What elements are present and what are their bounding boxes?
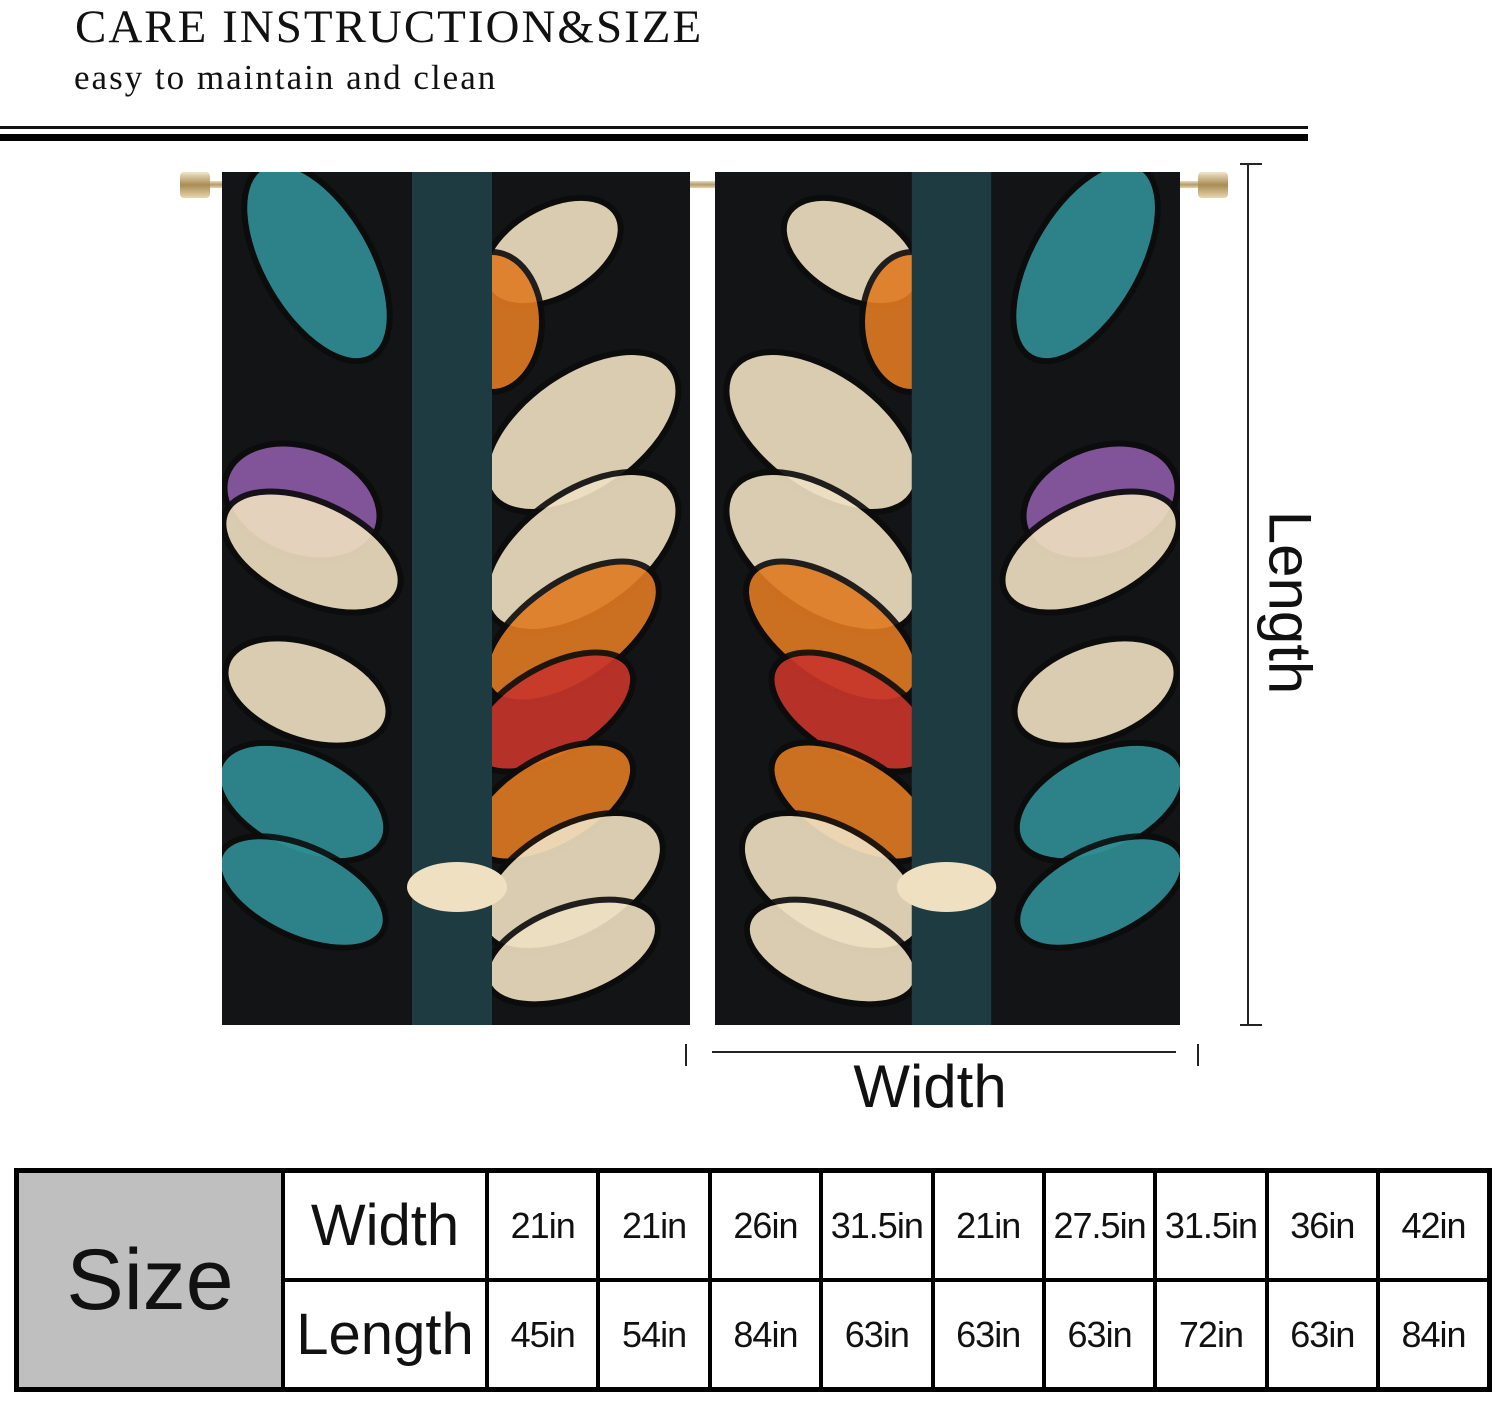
rod-finial-right xyxy=(1198,172,1228,198)
width-tick-right xyxy=(1197,1044,1199,1066)
length-cell: 45in xyxy=(484,1278,601,1392)
curtain-panel-left xyxy=(222,172,690,1025)
curtain-rod xyxy=(182,181,1228,188)
width-dimension-line xyxy=(712,1051,1176,1053)
stained-glass-leaf xyxy=(222,833,389,951)
width-tick-left xyxy=(685,1044,687,1066)
width-label: Width xyxy=(853,1053,1007,1120)
table-row-width: Size Width 21in 21in 26in 31.5in 21in 27… xyxy=(14,1168,1492,1392)
page-title: CARE INSTRUCTION&SIZE xyxy=(75,1,704,53)
rod-finial-left xyxy=(180,172,210,198)
size-table: Size Width 21in 21in 26in 31.5in 21in 27… xyxy=(14,1168,1492,1392)
table-row-length: Length 45in 54in 84in 63in 63in 63in 72i… xyxy=(17,1278,1492,1392)
width-cell: 31.5in xyxy=(1153,1168,1269,1282)
width-cell: 36in xyxy=(1264,1168,1381,1282)
width-cell: 27.5in xyxy=(1041,1168,1158,1282)
stained-glass-leaf xyxy=(241,172,393,365)
stained-glass-leaf xyxy=(1014,833,1180,951)
size-label: Size xyxy=(14,1168,285,1392)
width-cell: 31.5in xyxy=(819,1168,935,1282)
length-label: Length xyxy=(1256,510,1324,695)
stained-glass-leaf xyxy=(1010,172,1161,365)
length-tick-top xyxy=(1240,163,1262,165)
stained-glass-leaf xyxy=(222,488,404,616)
length-cell: 63in xyxy=(1041,1278,1158,1392)
stained-glass-leaf xyxy=(999,488,1180,616)
curtain-panel-right xyxy=(715,172,1180,1025)
width-cell: 26in xyxy=(707,1168,824,1282)
length-cell: 72in xyxy=(1153,1278,1269,1392)
length-header: Length xyxy=(281,1278,489,1392)
width-cell: 21in xyxy=(484,1168,601,1282)
length-cell: 84in xyxy=(707,1278,824,1392)
flower xyxy=(896,862,997,912)
length-cell: 54in xyxy=(596,1278,712,1392)
stained-glass-leaf xyxy=(1011,635,1180,749)
page-subtitle: easy to maintain and clean xyxy=(74,58,498,97)
length-cell: 63in xyxy=(819,1278,935,1392)
width-cell: 21in xyxy=(930,1168,1046,1282)
length-cell: 63in xyxy=(1264,1278,1381,1392)
width-cell: 42in xyxy=(1376,1168,1492,1282)
length-tick-bottom xyxy=(1240,1024,1262,1026)
flower xyxy=(407,862,507,912)
divider-thick xyxy=(0,134,1308,141)
width-cell: 21in xyxy=(596,1168,712,1282)
width-header: Width xyxy=(281,1168,489,1282)
length-cell: 84in xyxy=(1376,1278,1492,1392)
length-dimension-line xyxy=(1247,165,1249,1025)
length-cell: 63in xyxy=(930,1278,1046,1392)
stained-glass-leaf xyxy=(222,635,392,749)
divider-thin xyxy=(0,126,1308,129)
